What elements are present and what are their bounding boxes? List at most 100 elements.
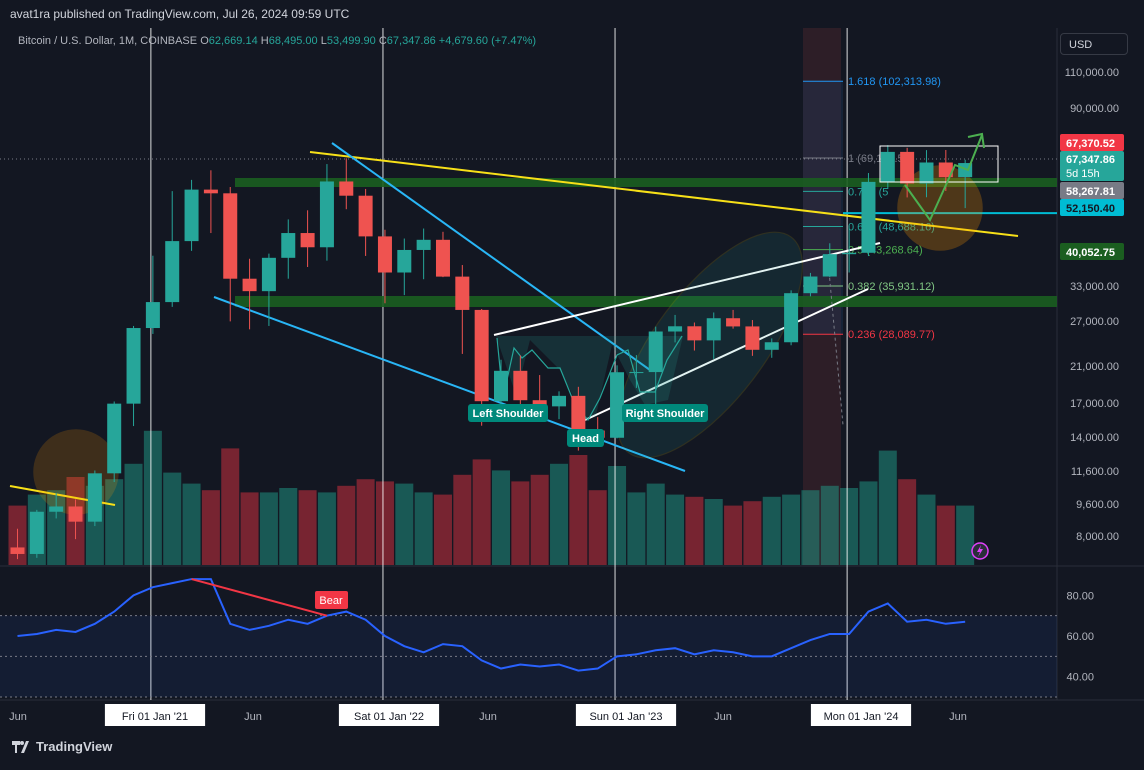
candle-body xyxy=(938,162,953,178)
candle-body xyxy=(919,162,934,184)
price-axis-tick: 11,600.00 xyxy=(1071,466,1119,478)
candle-body xyxy=(107,403,122,474)
volume-bar xyxy=(569,455,588,565)
badge-high-price-box xyxy=(1060,134,1124,151)
volume-bar xyxy=(608,466,627,565)
fib-level-label: 0.236 (28,089.77) xyxy=(848,329,935,341)
close-value: 67,347.86 xyxy=(386,35,436,47)
label-head-box xyxy=(567,429,604,447)
badge-close-price: 67,347.86 xyxy=(1066,154,1115,166)
candle-body xyxy=(261,257,276,292)
currency-button[interactable]: USD xyxy=(1060,33,1128,55)
resistance-zone xyxy=(235,178,1057,187)
badge-prev-price: 58,267.81 xyxy=(1066,186,1115,198)
price-axis-tick: 17,000.00 xyxy=(1070,398,1119,410)
candle-body xyxy=(842,252,857,255)
volume-bar xyxy=(627,492,646,565)
time-axis-tick: Sun 01 Jan '23 xyxy=(589,711,662,723)
candle-body xyxy=(706,318,721,341)
candle-body xyxy=(435,239,450,277)
label-right-shoulder-box xyxy=(622,404,708,422)
wedge-line-lower xyxy=(584,288,869,421)
time-axis-tick: Fri 01 Jan '21 xyxy=(122,711,188,723)
candle-body xyxy=(880,151,895,182)
badge-high-price: 67,370.52 xyxy=(1066,138,1115,150)
volume-bar xyxy=(201,490,220,565)
bear-label: Bear xyxy=(319,595,343,607)
candle-body xyxy=(494,370,508,402)
price-axis-tick: 8,000.00 xyxy=(1076,531,1119,543)
price-axis-tick: 14,000.00 xyxy=(1070,432,1119,444)
volume-bar xyxy=(221,448,240,565)
candle-body xyxy=(764,342,779,350)
label-right-shoulder: Right Shoulder xyxy=(626,408,706,420)
candle-body xyxy=(687,326,702,341)
volume-bar xyxy=(704,499,723,565)
time-axis-tick: Mon 01 Jan '24 xyxy=(824,711,899,723)
price-axis-tick: 110,000.00 xyxy=(1065,67,1119,79)
candle-body xyxy=(571,395,586,431)
time-axis-tick: Sat 01 Jan '22 xyxy=(354,711,424,723)
candle-body xyxy=(726,318,741,327)
volume-bar xyxy=(356,479,375,565)
volume-bar xyxy=(762,496,781,565)
volume-bar xyxy=(375,481,394,565)
volume-bar xyxy=(936,505,955,565)
candle-body xyxy=(281,233,296,258)
volume-bar xyxy=(472,459,491,565)
open-label: O xyxy=(200,35,209,47)
badge-countdown: 5d 15h xyxy=(1066,168,1100,180)
badge-level-price: 52,150.40 xyxy=(1066,203,1115,215)
volume-bar xyxy=(917,494,936,565)
volume-bar xyxy=(414,492,433,565)
candle-body xyxy=(300,233,315,248)
price-axis-tick: 33,000.00 xyxy=(1070,281,1119,293)
candle-body xyxy=(319,181,334,248)
time-axis-tick: Jun xyxy=(949,711,967,723)
projection-arrow-head xyxy=(967,132,985,149)
badge-support-price-box xyxy=(1060,243,1124,260)
tradingview-logo[interactable]: TradingView xyxy=(12,739,112,754)
projection-arrow-path xyxy=(904,134,983,222)
volume-bar xyxy=(743,501,762,565)
support-zone xyxy=(235,296,1057,307)
volume-bar xyxy=(956,505,975,565)
volume-bar xyxy=(820,485,839,565)
candle-body xyxy=(29,511,44,554)
volume-bar xyxy=(859,481,878,565)
badge-support-price: 40,052.75 xyxy=(1066,247,1115,259)
candle-body xyxy=(49,506,64,512)
time-axis-tick: Jun xyxy=(479,711,497,723)
volume-bar xyxy=(840,488,859,565)
candle-body xyxy=(861,181,876,253)
volume-bar xyxy=(182,483,201,565)
candle-body xyxy=(532,400,547,407)
fib-level-label: 0.382 (35,931.12) xyxy=(848,281,935,293)
rsi-divergence-line xyxy=(191,578,328,617)
candle-body xyxy=(416,239,431,250)
time-axis-tick: Jun xyxy=(244,711,262,723)
candle-body xyxy=(242,278,257,292)
volume-bar xyxy=(685,496,704,565)
candle-body xyxy=(126,328,141,404)
volume-bar xyxy=(588,490,607,565)
cyan-trendline-upper xyxy=(331,142,651,371)
rsi-band xyxy=(0,615,1057,697)
candle-body xyxy=(552,395,567,407)
yellow-trendline xyxy=(309,151,1019,237)
lightning-icon-glyph xyxy=(977,545,983,557)
low-label: L xyxy=(320,35,327,47)
volume-bar xyxy=(337,485,356,565)
publisher-line: avat1ra published on TradingView.com, Ju… xyxy=(10,7,350,21)
candle-body xyxy=(339,181,354,196)
label-left-shoulder-box xyxy=(468,404,548,422)
fib-level-label: 1.618 (102,313.98) xyxy=(848,76,941,88)
price-axis-tick: 9,600.00 xyxy=(1076,499,1119,511)
volume-bar xyxy=(724,505,743,565)
volume-bar xyxy=(143,430,162,565)
volume-bar xyxy=(240,492,259,565)
candle-body xyxy=(668,326,683,332)
candle-body xyxy=(10,547,25,554)
